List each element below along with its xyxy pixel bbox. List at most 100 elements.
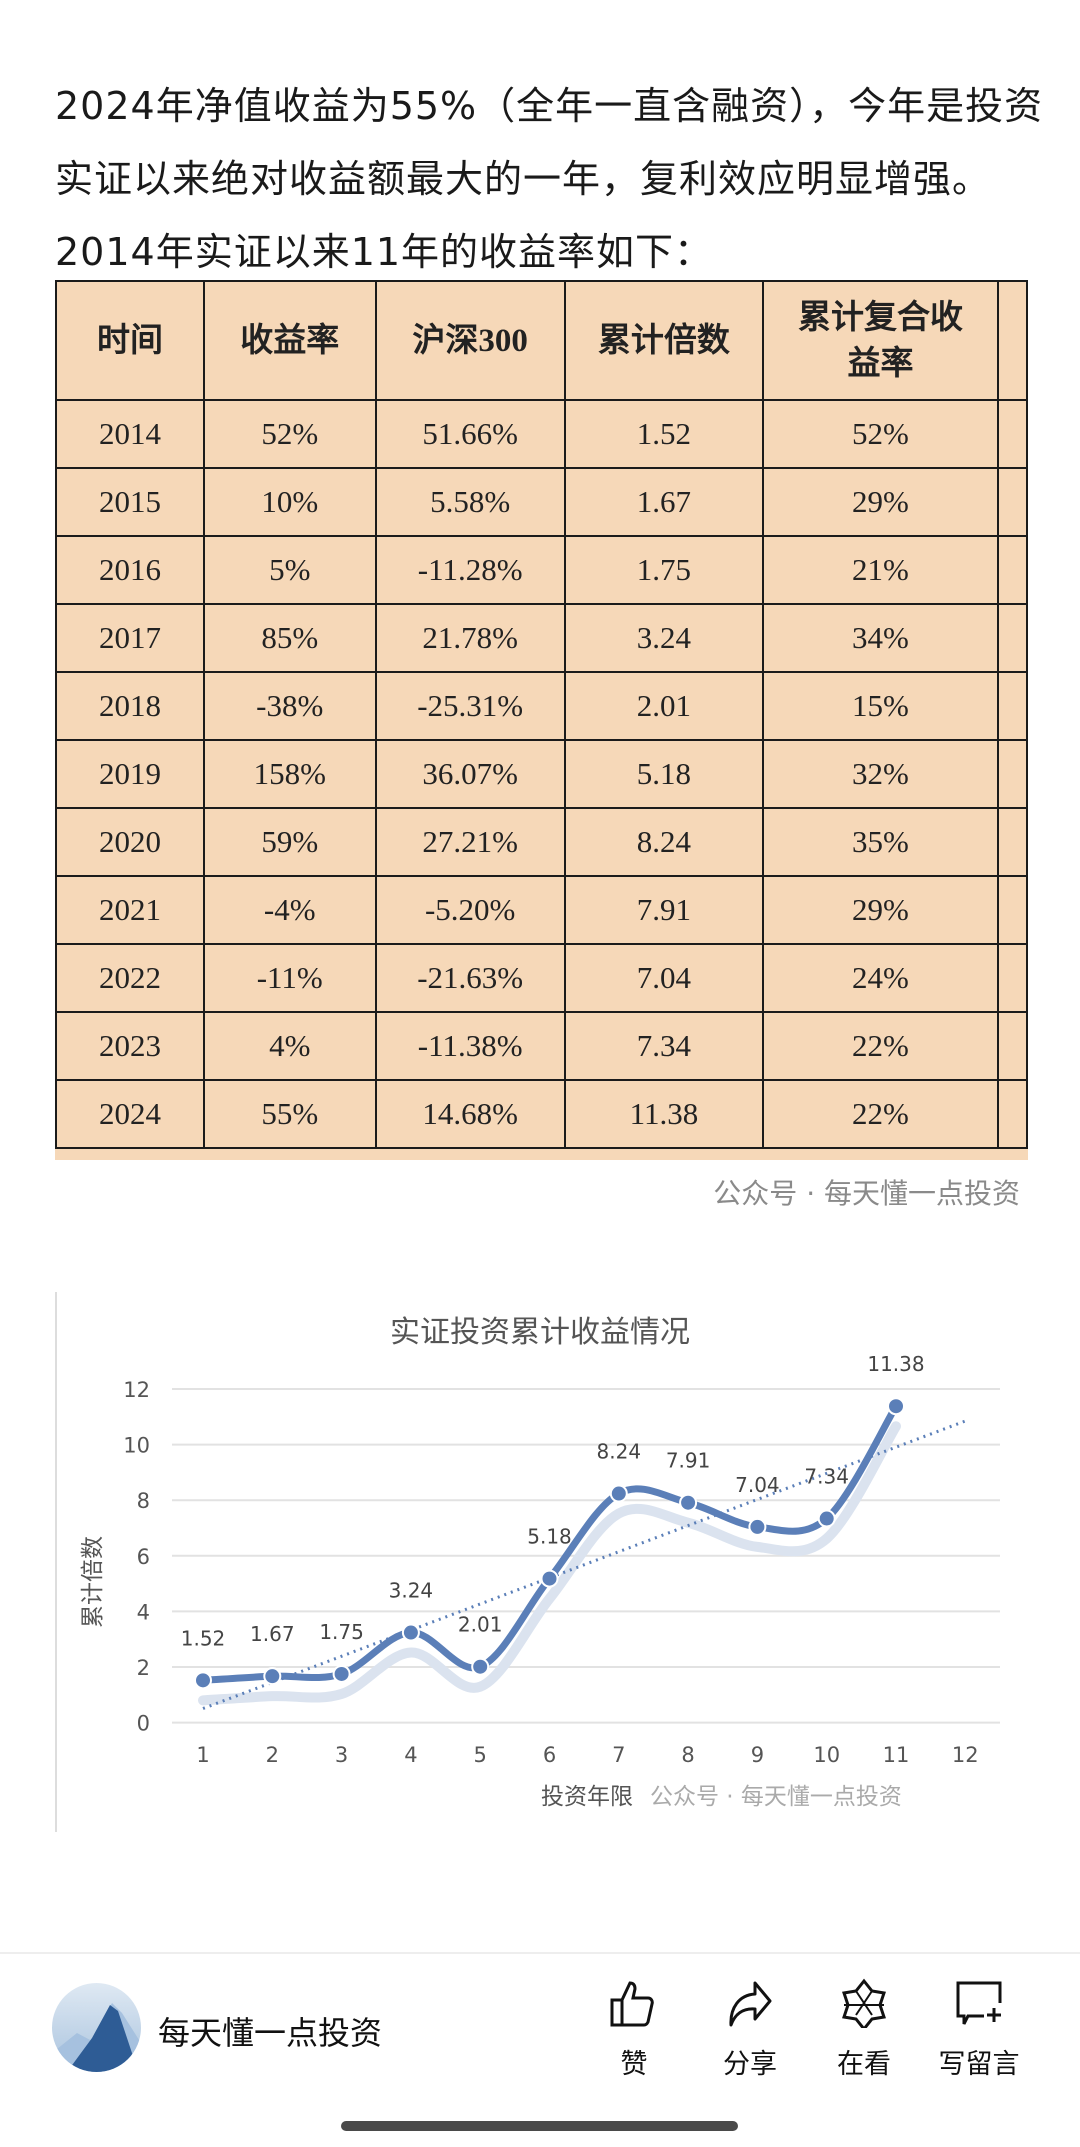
comment-button[interactable]: 写留言 [924, 1978, 1034, 2081]
table-row: 2019 158% 36.07% 5.18 32% [55, 739, 1028, 809]
like-label: 赞 [620, 2049, 648, 2080]
table-row: 2017 85% 21.78% 3.24 34% [55, 603, 1028, 673]
table-cell: 2021 [55, 875, 205, 945]
data-point [540, 1569, 559, 1588]
x-tick-label: 2 [266, 1743, 279, 1767]
data-point [401, 1623, 420, 1642]
data-point [748, 1517, 767, 1536]
data-point [887, 1397, 905, 1416]
table-cell-extra [996, 807, 1028, 877]
data-point [471, 1657, 490, 1676]
table-cell: 36.07% [374, 739, 566, 809]
star-flower-icon [842, 1978, 886, 2028]
table-cell-extra [996, 875, 1028, 945]
table-cell: 2022 [55, 943, 205, 1013]
table-row: 2023 4% -11.38% 7.34 22% [55, 1011, 1028, 1081]
table-cell: 8.24 [563, 807, 765, 877]
wow-button[interactable]: 在看 [809, 1978, 919, 2081]
table-cell: 35% [762, 807, 999, 877]
table-cell: 24% [762, 943, 999, 1013]
y-tick-label: 10 [123, 1434, 150, 1458]
table-cell: 34% [762, 603, 999, 673]
x-tick-label: 12 [952, 1743, 979, 1767]
x-tick-label: 3 [335, 1743, 348, 1767]
table-cell-extra [996, 943, 1028, 1013]
trendline [202, 1419, 966, 1710]
table-cell: 7.04 [563, 943, 765, 1013]
table-cell: 29% [762, 875, 999, 945]
table-cell-extra [996, 671, 1028, 741]
like-button[interactable]: 赞 [579, 1978, 689, 2081]
data-point [332, 1664, 351, 1683]
header-return: 收益率 [202, 280, 377, 401]
table-row: 2021 -4% -5.20% 7.91 29% [55, 875, 1028, 945]
table-cell: 11.38 [563, 1079, 765, 1149]
data-point [263, 1667, 282, 1686]
table-cell-extra [996, 603, 1028, 673]
table-cell: 2017 [55, 603, 205, 673]
table-cell-extra [996, 467, 1028, 537]
account-avatar[interactable] [52, 1983, 141, 2072]
table-row: 2015 10% 5.58% 1.67 29% [55, 467, 1028, 537]
account-name[interactable]: 每天懂一点投资 [158, 2014, 383, 2052]
y-tick-label: 6 [137, 1545, 150, 1569]
table-cell-extra [996, 535, 1028, 605]
x-tick-label: 5 [474, 1743, 487, 1767]
table-cell: -11.28% [374, 535, 566, 605]
table-cell-extra [996, 1079, 1028, 1149]
table-cell: -11.38% [374, 1011, 566, 1081]
comment-label: 写留言 [938, 2049, 1020, 2080]
x-tick-label: 7 [612, 1743, 625, 1767]
y-tick-label: 12 [123, 1378, 150, 1402]
share-button[interactable]: 分享 [695, 1978, 805, 2081]
table-cell: -21.63% [374, 943, 566, 1013]
table-cell: 2015 [55, 467, 205, 537]
table-cell-extra [996, 1011, 1028, 1081]
table-row: 2022 -11% -21.63% 7.04 24% [55, 943, 1028, 1013]
header-time: 时间 [55, 280, 205, 401]
table-cell: 158% [202, 739, 377, 809]
table-cell: 4% [202, 1011, 377, 1081]
table-cell-extra [996, 739, 1028, 809]
table-cell: 3.24 [563, 603, 765, 673]
x-tick-label: 9 [751, 1743, 764, 1767]
data-label: 2.01 [458, 1613, 503, 1637]
chart-title: 实证投资累计收益情况 [390, 1315, 690, 1350]
table-cell: 22% [762, 1079, 999, 1149]
y-tick-label: 8 [137, 1489, 150, 1513]
data-label: 7.04 [735, 1473, 780, 1497]
returns-table: 时间 收益率 沪深300 累计倍数 累计复合收益率 2014 52% 51.66% 1… [55, 280, 1028, 1149]
table-cell: 2016 [55, 535, 205, 605]
comment-add-icon [956, 1981, 1002, 2025]
footer-divider [0, 1952, 1080, 1954]
chart-left-border [55, 1292, 57, 1832]
wow-label: 在看 [837, 2049, 891, 2080]
table-cell: 2018 [55, 671, 205, 741]
thumbs-up-icon [610, 1981, 654, 2027]
table-cell: 32% [762, 739, 999, 809]
data-point [817, 1509, 836, 1528]
table-cell: -5.20% [374, 875, 566, 945]
table-cell: 52% [762, 399, 999, 469]
table-cell: 21.78% [374, 603, 566, 673]
table-cell: -25.31% [374, 671, 566, 741]
table-cell: 52% [202, 399, 377, 469]
article-paragraph: 2024年净值收益为55%（全年一直含融资），今年是投资实证以来绝对收益额最大的… [55, 84, 1044, 274]
data-label: 1.75 [319, 1620, 364, 1644]
data-point [609, 1484, 628, 1503]
returns-table-image: 时间 收益率 沪深300 累计倍数 累计复合收益率 2014 52% 51.66% 1… [55, 280, 1028, 1160]
table-cell: 55% [202, 1079, 377, 1149]
x-tick-label: 4 [404, 1743, 417, 1767]
table-cell: 7.34 [563, 1011, 765, 1081]
x-tick-label: 11 [883, 1743, 910, 1767]
data-label: 11.38 [867, 1352, 924, 1376]
table-cell: 29% [762, 467, 999, 537]
x-axis-label: 投资年限 [541, 1784, 633, 1810]
home-indicator[interactable] [341, 2121, 738, 2131]
table-cell: 5.18 [563, 739, 765, 809]
data-label: 3.24 [389, 1579, 434, 1603]
table-cell: 27.21% [374, 807, 566, 877]
table-cell: 2019 [55, 739, 205, 809]
table-cell: 10% [202, 467, 377, 537]
